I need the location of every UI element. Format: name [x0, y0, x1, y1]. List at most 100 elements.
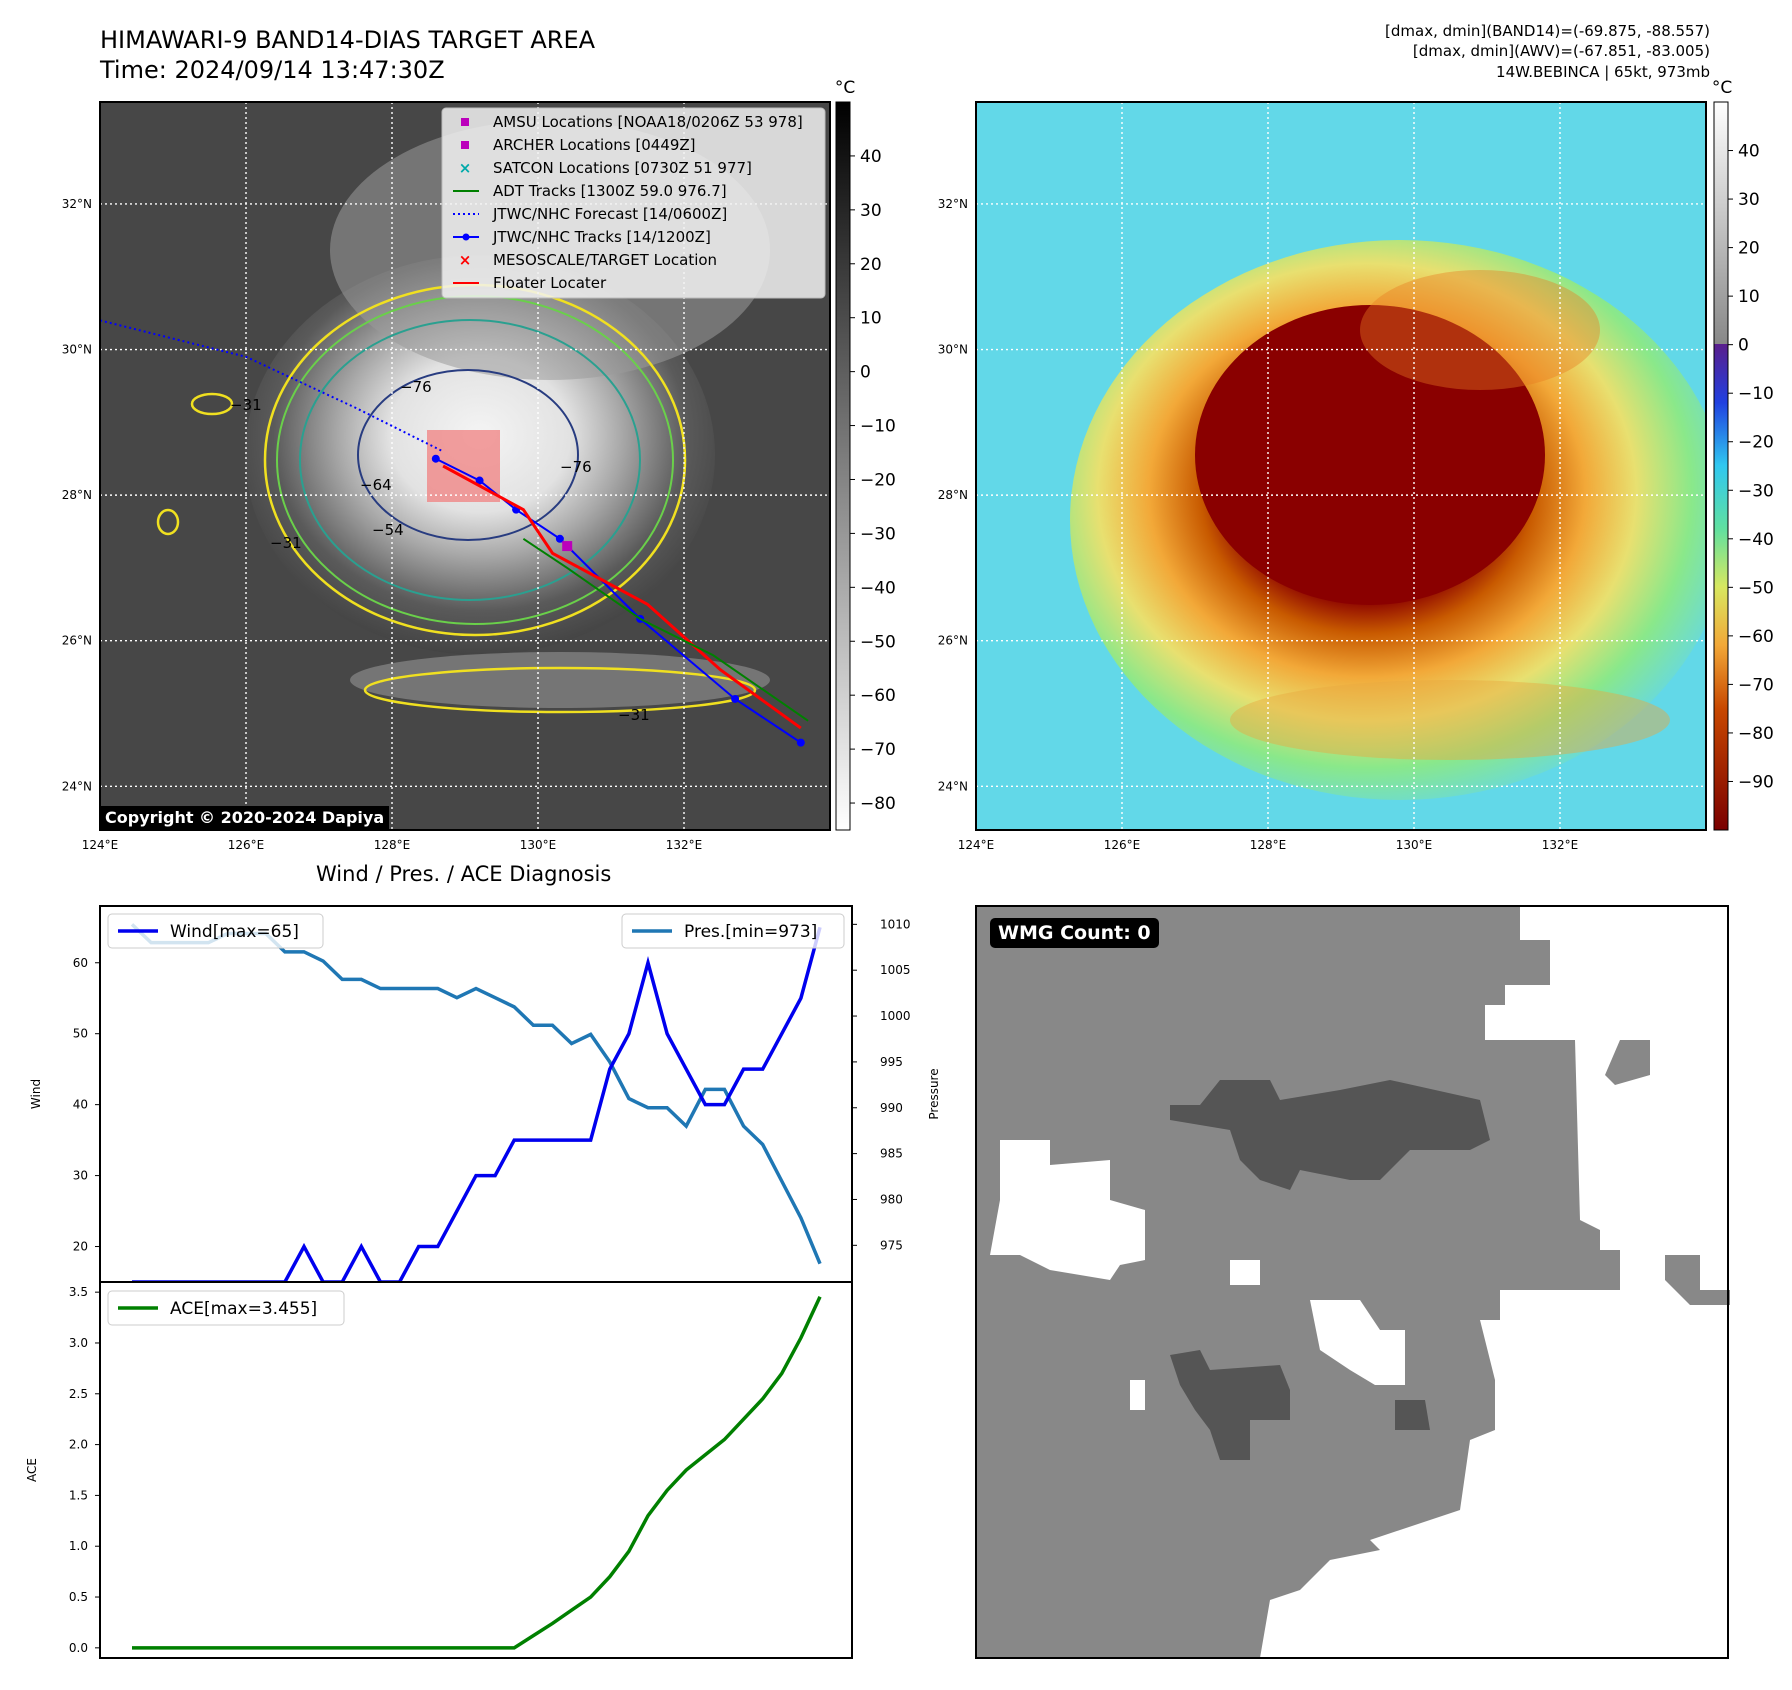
- ir-colorbar: [835, 101, 851, 831]
- colorbar-tick-label: 40: [1738, 142, 1760, 162]
- ace-legend-label: ACE[max=3.455]: [170, 1299, 317, 1319]
- colorbar-tick-label: −20: [1738, 433, 1774, 453]
- contour-label: −31: [230, 396, 262, 414]
- legend-entry-label: JTWC/NHC Tracks [14/1200Z]: [492, 228, 711, 246]
- colorbar-tick-label: 0: [860, 363, 871, 383]
- ace-ylabel: ACE: [25, 1458, 39, 1482]
- ir-map-legend: AMSU Locations [NOAA18/0206Z 53 978] ARCH…: [441, 107, 826, 299]
- wind-ytick-label: 20: [73, 1240, 88, 1254]
- wind-ytick-label: 40: [73, 1098, 88, 1112]
- awv-colorbar-bottom: [1714, 344, 1728, 830]
- contour-label: −54: [372, 521, 404, 539]
- contour-label: −76: [400, 378, 432, 396]
- colorbar-tick-label: 40: [860, 147, 882, 167]
- wind-legend-box: [107, 913, 324, 949]
- lon-label: 130°E: [1396, 838, 1433, 852]
- contour-label: −76: [560, 458, 592, 476]
- lat-label: 26°N: [938, 634, 968, 648]
- lon-label: 130°E: [520, 838, 557, 852]
- pressure-ytick-label: 990: [880, 1101, 903, 1115]
- colorbar-tick-label: −10: [860, 417, 896, 437]
- awv-map-panel: [976, 102, 1706, 830]
- wmg-panel: [975, 905, 1730, 1659]
- ace-ytick-label: 1.5: [69, 1488, 88, 1502]
- colorbar-tick-label: −40: [860, 578, 896, 598]
- awv-map-frame: [975, 101, 1707, 831]
- wmg-count-badge: WMG Count: 0: [990, 918, 1159, 948]
- pressure-ytick-label: 995: [880, 1055, 903, 1069]
- pressure-ytick-label: 975: [880, 1238, 903, 1252]
- colorbar-tick-label: −80: [1738, 724, 1774, 744]
- wind-pressure-chart: 20 30 40 50 60 975 980 985 990 995 1000 1005 1010 Win…: [29, 905, 941, 1284]
- floater-track-line: [442, 464, 802, 730]
- copyright-label: Copyright © 2020-2024 Dapiya: [100, 806, 390, 829]
- contour-labels: −76 −76 −64 −54 −31 −31 −31: [230, 378, 650, 724]
- pressure-legend-label: Pres.[min=973]: [684, 922, 817, 942]
- colorbar-tick-label: 0: [1738, 336, 1749, 356]
- colorbar-tick-label: 30: [860, 201, 882, 221]
- pressure-ytick-label: 985: [880, 1147, 903, 1161]
- jtwc-track-point: [796, 738, 805, 747]
- amsu-location-marker: [562, 541, 573, 552]
- wind-ytick-label: 50: [73, 1027, 88, 1041]
- forecast-track-line: [100, 319, 444, 453]
- ir-colorbar-unit: °C: [835, 78, 855, 98]
- colorbar-tick-label: −10: [1738, 384, 1774, 404]
- legend-marker: [461, 118, 469, 126]
- ir-map-tracks: [100, 319, 809, 747]
- legend-entry-label: AMSU Locations [NOAA18/0206Z 53 978]: [493, 113, 803, 131]
- ace-ytick-label: 3.5: [69, 1285, 88, 1299]
- lon-label: 124°E: [82, 838, 119, 852]
- colorbar-tick-label: −30: [860, 524, 896, 544]
- map-title: HIMAWARI-9 BAND14-DIAS TARGET AREA: [100, 26, 596, 54]
- lat-label: 32°N: [62, 197, 92, 211]
- contour-label: −64: [360, 476, 392, 494]
- lon-label: 132°E: [1542, 838, 1579, 852]
- jtwc-track-point: [731, 694, 740, 703]
- map-time: Time: 2024/09/14 13:47:30Z: [100, 56, 445, 84]
- header-dmax-band14: [dmax, dmin](BAND14)=(-69.875, -88.557): [1385, 22, 1710, 40]
- colorbar-tick-label: −70: [860, 740, 896, 760]
- legend-marker: ×: [459, 251, 472, 269]
- awv-map-grid: 32°N 30°N 28°N 26°N 24°N 124°E 126°E 128°E 130°E…: [938, 102, 1706, 852]
- legend-marker: [462, 233, 470, 241]
- lon-label: 126°E: [1104, 838, 1141, 852]
- colorbar-tick-label: 20: [1738, 239, 1760, 259]
- adt-track-line: [522, 537, 809, 722]
- legend-marker: [461, 141, 469, 149]
- colorbar-tick-label: −70: [1738, 675, 1774, 695]
- colorbar-tick-label: −60: [1738, 627, 1774, 647]
- ace-ytick-label: 0.5: [69, 1590, 88, 1604]
- awv-colorbar: [1713, 101, 1729, 831]
- ace-ytick-label: 1.0: [69, 1539, 88, 1553]
- pressure-ytick-label: 1005: [880, 963, 911, 977]
- pressure-ylabel: Pressure: [927, 1068, 941, 1119]
- colorbar-tick-label: −90: [1738, 772, 1774, 792]
- jtwc-track-point: [555, 534, 564, 543]
- ace-series-line: [132, 1295, 822, 1650]
- lat-label: 30°N: [938, 343, 968, 357]
- pressure-ytick-label: 980: [880, 1192, 903, 1206]
- legend-marker: ×: [459, 159, 472, 177]
- ace-chart-frame: [99, 1281, 853, 1659]
- lon-label: 128°E: [1250, 838, 1287, 852]
- ace-legend-box: [107, 1290, 345, 1326]
- lat-label: 24°N: [938, 779, 968, 793]
- colorbar-tick-label: 10: [860, 309, 882, 329]
- wind-ytick-label: 60: [73, 956, 88, 970]
- contour-label: −31: [618, 706, 650, 724]
- header-storm-info: 14W.BEBINCA | 65kt, 973mb: [1496, 63, 1710, 81]
- lat-label: 30°N: [62, 343, 92, 357]
- colorbar-tick-label: 20: [860, 255, 882, 275]
- jtwc-track-point: [431, 454, 440, 463]
- lat-label: 26°N: [62, 634, 92, 648]
- awv-colorbar-ticks: 40 30 20 10 0 −10 −20 −30 −40 −50 −60 −70 −80 −90: [1728, 142, 1774, 792]
- pressure-ytick-label: 1000: [880, 1009, 911, 1023]
- colorbar-tick-label: −30: [1738, 481, 1774, 501]
- ace-ytick-label: 3.0: [69, 1336, 88, 1350]
- header-dmax-awv: [dmax, dmin](AWV)=(-67.851, -83.005): [1412, 42, 1710, 60]
- colorbar-tick-label: 30: [1738, 190, 1760, 210]
- lon-label: 128°E: [374, 838, 411, 852]
- ir-map-frame: [99, 101, 831, 831]
